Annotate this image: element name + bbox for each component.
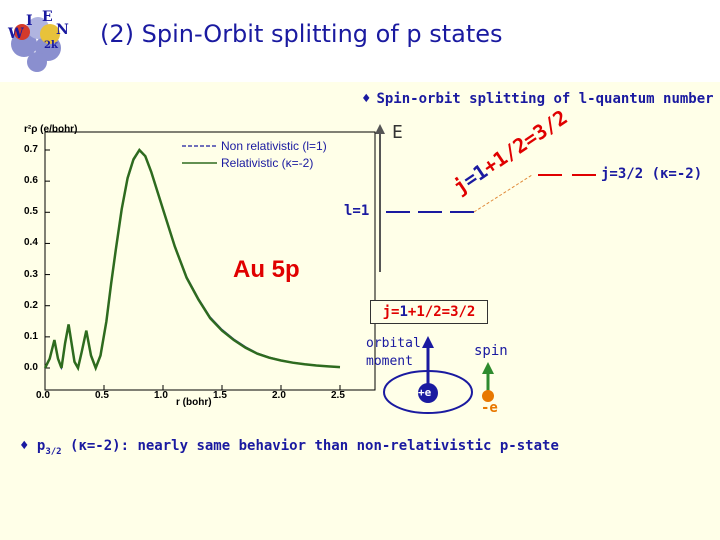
conclusion-symbol: p bbox=[36, 438, 46, 454]
legend-non-relativistic: Non relativistic (l=1) bbox=[221, 139, 327, 153]
logo-letter-w: W bbox=[7, 26, 24, 42]
orbital-moment-arrow-head-icon bbox=[422, 336, 434, 348]
orbital-label-line1: orbital bbox=[366, 336, 421, 351]
logo-letter-n: N bbox=[56, 22, 69, 38]
conclusion-text: (κ=-2): nearly same behavior than non-re… bbox=[70, 438, 559, 454]
y-tick-label: 0.4 bbox=[24, 237, 38, 249]
logo-letter-e: E bbox=[42, 9, 53, 25]
split-connector-line bbox=[473, 174, 533, 213]
split-state-label: j=3/2 (κ=-2) bbox=[601, 166, 703, 182]
header-band: I E N W 2k (2) Spin-Orbit splitting of p… bbox=[0, 0, 720, 82]
plot-frame bbox=[44, 131, 376, 391]
x-tick-label: 1.5 bbox=[213, 390, 227, 401]
page-title: (2) Spin-Orbit splitting of p states bbox=[100, 20, 503, 48]
conclusion-subscript: 3/2 bbox=[45, 447, 62, 457]
y-tick-label: 0.6 bbox=[24, 175, 38, 187]
diamond-bullet-icon: ♦ bbox=[20, 438, 29, 454]
y-tick-label: 0.7 bbox=[24, 144, 38, 155]
energy-axis-label: E bbox=[392, 122, 403, 143]
topic-bullet-text: Spin-orbit splitting of l-quantum number bbox=[376, 91, 714, 107]
y-tick-label: 0.3 bbox=[24, 268, 38, 280]
energy-axis-arrow-icon bbox=[375, 124, 385, 134]
plot-x-axis-label: r (bohr) bbox=[176, 397, 212, 408]
y-tick-label: 0.1 bbox=[24, 330, 38, 342]
orbital-label-line2: moment bbox=[366, 354, 413, 369]
relativistic-curve bbox=[43, 147, 341, 372]
nucleus bbox=[418, 383, 438, 403]
logo-letter-i: I bbox=[26, 13, 33, 29]
radial-density-plot bbox=[43, 131, 376, 391]
spin-arrow-head-icon bbox=[482, 362, 494, 374]
x-tick-label: 0.0 bbox=[36, 390, 50, 401]
electron bbox=[482, 390, 494, 402]
j-box-rest: +1/2=3/2 bbox=[407, 304, 476, 320]
nucleus-charge-label: +e bbox=[418, 386, 432, 399]
x-tick-label: 1.0 bbox=[154, 390, 168, 401]
j-sum-box: j=1+1/2=3/2 bbox=[370, 300, 488, 324]
y-tick-label: 0.5 bbox=[24, 206, 38, 218]
level-l1-label: l=1 bbox=[344, 203, 370, 219]
spin-label: spin bbox=[474, 343, 508, 359]
y-tick-label: 0.2 bbox=[24, 299, 38, 311]
diamond-bullet-icon: ♦ bbox=[362, 91, 371, 107]
legend-relativistic: Relativistic (κ=-2) bbox=[221, 156, 314, 170]
x-tick-label: 2.5 bbox=[331, 390, 345, 401]
j-box-one: 1 bbox=[399, 304, 408, 320]
topic-bullet: ♦ Spin-orbit splitting of l-quantum numbe… bbox=[362, 91, 714, 107]
x-tick-label: 0.5 bbox=[95, 390, 109, 401]
conclusion-bullet: ♦ p3/2 (κ=-2): nearly same behavior than… bbox=[20, 438, 559, 457]
y-tick-label: 0.0 bbox=[24, 362, 38, 373]
electron-charge-label: -e bbox=[481, 400, 498, 416]
j-box-prefix: j= bbox=[382, 304, 400, 320]
plot-y-axis-label: r²ρ (e/bohr) bbox=[24, 124, 78, 135]
institute-logo: I E N W 2k bbox=[7, 9, 69, 72]
logo-letter-2k: 2k bbox=[44, 40, 59, 51]
x-tick-label: 2.0 bbox=[272, 390, 286, 401]
element-label: Au 5p bbox=[233, 256, 300, 283]
plot-ticks bbox=[44, 149, 341, 390]
